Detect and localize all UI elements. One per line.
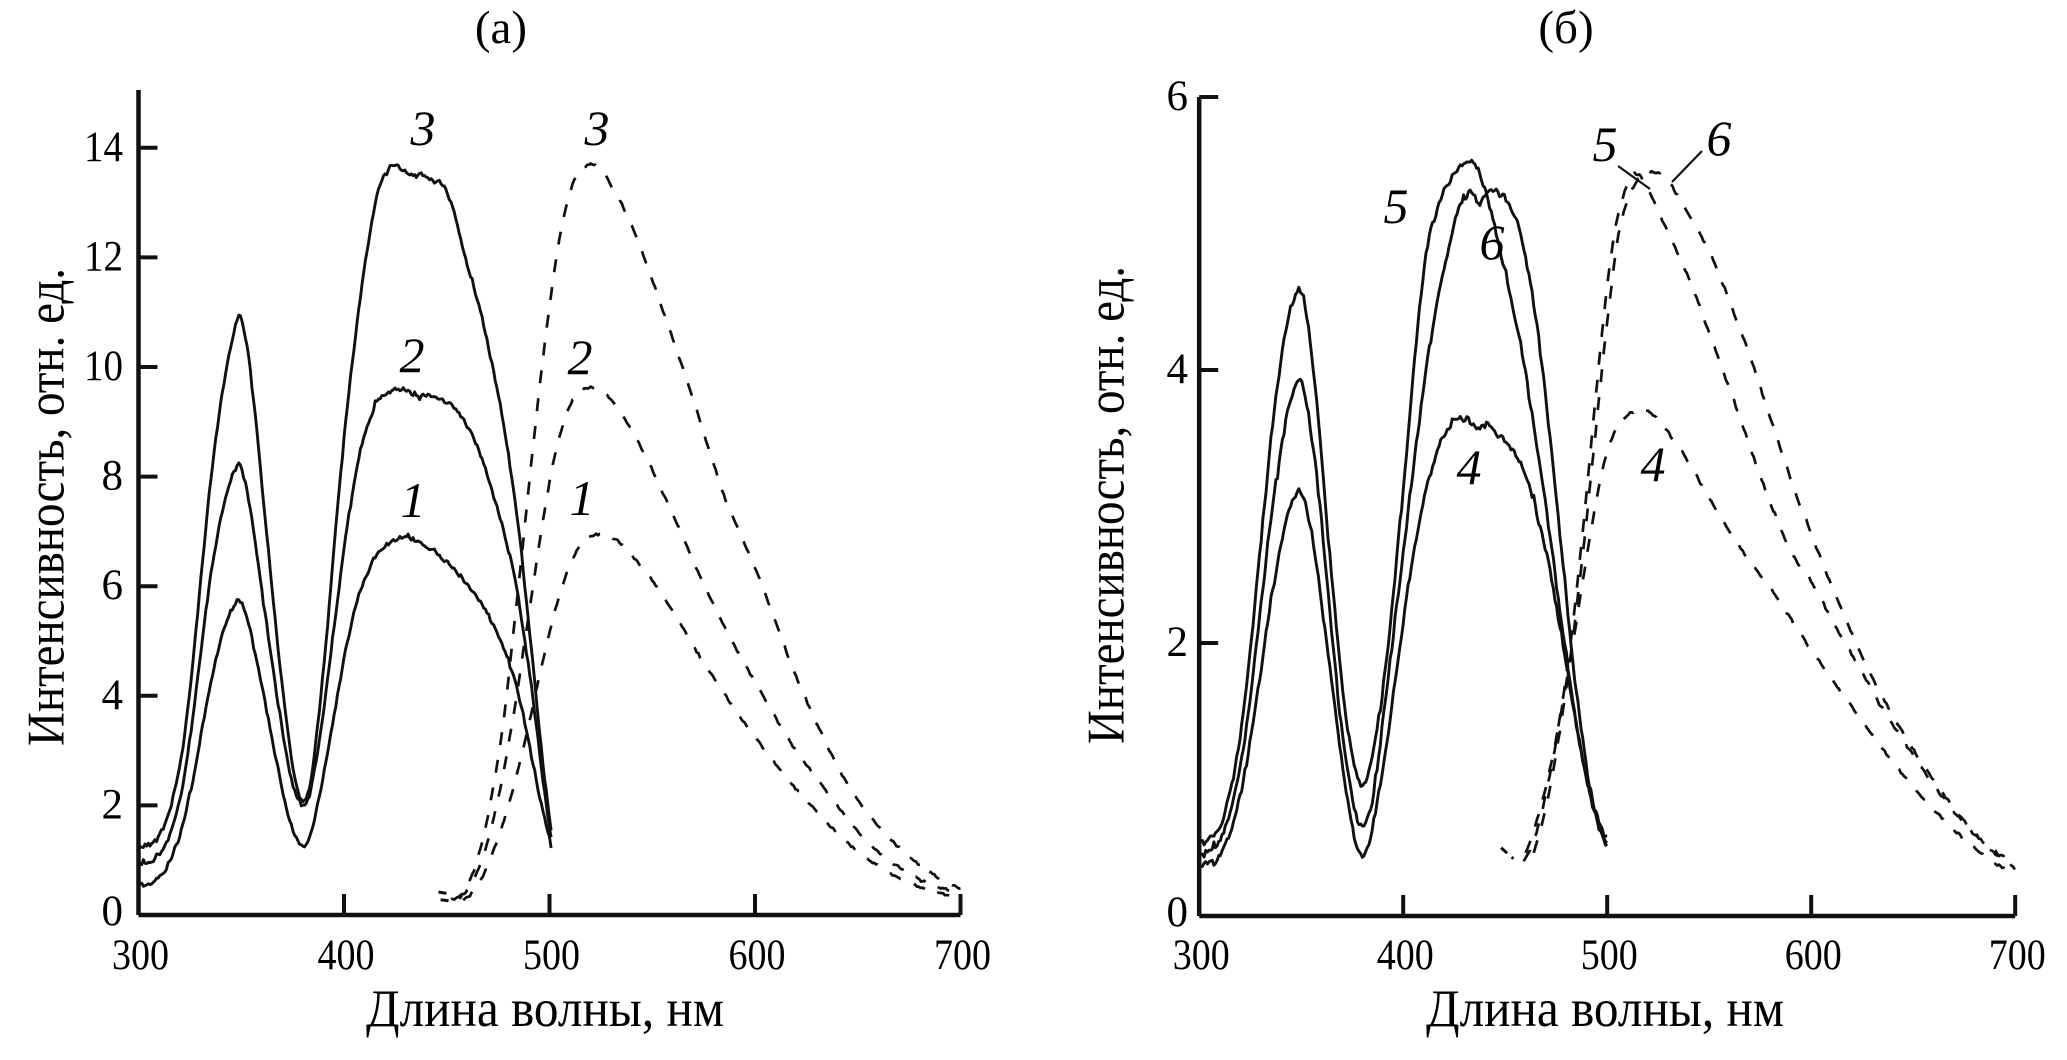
svg-text:400: 400 [1377, 932, 1434, 979]
svg-text:600: 600 [729, 932, 786, 979]
svg-text:3: 3 [584, 100, 610, 156]
svg-text:600: 600 [1785, 932, 1842, 979]
svg-text:0: 0 [1167, 889, 1189, 936]
svg-text:300: 300 [1173, 932, 1230, 979]
svg-text:Длина волны, нм: Длина волны, нм [1426, 980, 1784, 1038]
svg-text:(а): (а) [475, 2, 527, 54]
svg-text:4: 4 [1457, 439, 1482, 495]
svg-text:4: 4 [1167, 346, 1189, 393]
svg-text:Интенсивность, отн. ед.: Интенсивность, отн. ед. [1077, 266, 1135, 744]
svg-text:10: 10 [84, 343, 123, 390]
svg-text:5: 5 [1384, 178, 1409, 234]
svg-text:4: 4 [1641, 436, 1666, 492]
svg-text:1: 1 [401, 472, 426, 528]
svg-text:6: 6 [102, 562, 124, 609]
svg-text:14: 14 [84, 124, 123, 171]
svg-text:12: 12 [84, 233, 123, 280]
svg-text:5: 5 [1593, 116, 1618, 172]
svg-text:700: 700 [1989, 932, 2046, 979]
svg-text:300: 300 [112, 932, 169, 979]
svg-text:0: 0 [102, 888, 124, 935]
svg-text:2: 2 [1167, 619, 1189, 666]
svg-text:4: 4 [102, 672, 124, 719]
svg-text:500: 500 [523, 932, 580, 979]
svg-text:400: 400 [318, 932, 375, 979]
svg-text:6: 6 [1480, 214, 1505, 270]
svg-text:(б): (б) [1538, 2, 1593, 54]
svg-text:6: 6 [1707, 110, 1732, 166]
svg-text:500: 500 [1581, 932, 1638, 979]
svg-text:2: 2 [102, 781, 124, 828]
svg-text:6: 6 [1167, 73, 1189, 120]
svg-text:2: 2 [400, 327, 425, 383]
svg-text:8: 8 [102, 453, 124, 500]
svg-text:2: 2 [568, 329, 593, 385]
svg-text:700: 700 [934, 932, 991, 979]
svg-text:Интенсивность, отн. ед.: Интенсивность, отн. ед. [18, 268, 76, 746]
svg-text:Длина волны, нм: Длина волны, нм [366, 980, 724, 1038]
svg-text:1: 1 [570, 470, 595, 526]
svg-text:3: 3 [410, 100, 436, 156]
